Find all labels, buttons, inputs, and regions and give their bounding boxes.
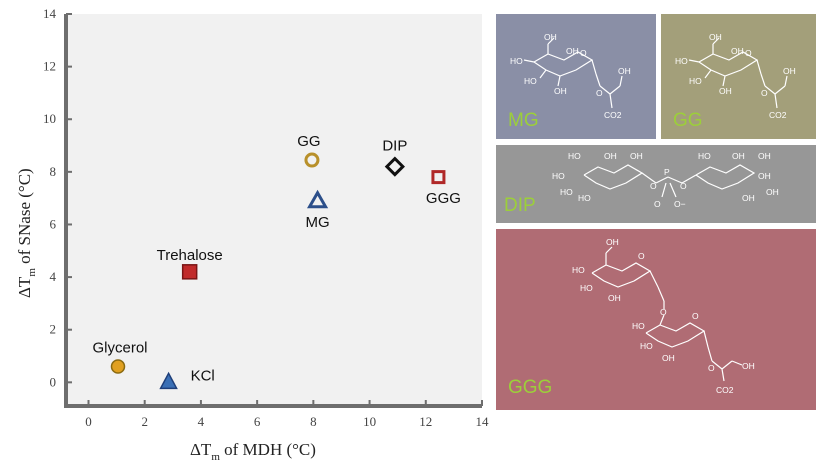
atom-label: O xyxy=(638,251,645,261)
atom-label: HO xyxy=(675,56,688,66)
atom-label: OH xyxy=(606,237,619,247)
y-tick-label: 8 xyxy=(50,164,57,179)
atom-label: OH xyxy=(742,193,755,203)
atom-label: HO xyxy=(632,321,645,331)
trehalose-marker xyxy=(181,264,198,280)
atom-label: OH xyxy=(758,171,771,181)
x-tick-label: 4 xyxy=(198,414,205,429)
kcl-marker xyxy=(159,371,178,390)
atom-label: HO xyxy=(580,283,593,293)
atom-label: HO xyxy=(552,171,565,181)
dip-panel-label: DIP xyxy=(504,195,536,216)
gg-marker xyxy=(304,152,320,168)
atom-label: CO2 xyxy=(769,110,787,120)
ggg-molecule-drawing: OH HO HO OH O O HO HO OH O O OH CO2 xyxy=(572,237,755,395)
atom-label: O xyxy=(680,181,687,191)
atom-label: O xyxy=(654,199,661,209)
atom-label: O xyxy=(761,88,768,98)
atom-label: HO xyxy=(640,341,653,351)
dip-label: DIP xyxy=(382,138,407,155)
atom-label: O xyxy=(708,363,715,373)
gg-panel-label: GG xyxy=(673,110,703,131)
y-tick-label: 10 xyxy=(43,111,56,126)
atom-label: OH xyxy=(766,187,779,197)
x-tick-label: 8 xyxy=(310,414,317,429)
atom-label: OH xyxy=(731,46,744,56)
mg-label: MG xyxy=(305,214,329,231)
atom-label: HO xyxy=(578,193,591,203)
y-axis-title: ΔTm of SNase (°C) xyxy=(15,168,38,298)
y-tick-label: 4 xyxy=(50,269,57,284)
atom-label: O xyxy=(660,307,667,317)
atom-label: O xyxy=(580,48,587,58)
mg-marker xyxy=(306,189,329,209)
atom-label: O xyxy=(650,181,657,191)
plot-area xyxy=(66,14,482,406)
trehalose-label: Trehalose xyxy=(157,247,223,264)
atom-label: OH xyxy=(732,151,745,161)
y-tick-label: 2 xyxy=(50,322,57,337)
atom-label: O− xyxy=(674,199,686,209)
y-tick-label: 12 xyxy=(43,59,56,74)
x-tick-label: 12 xyxy=(419,414,432,429)
kcl-label: KCl xyxy=(191,367,215,384)
atom-label: OH xyxy=(719,86,732,96)
atom-label: OH xyxy=(544,32,557,42)
x-tick-label: 2 xyxy=(141,414,148,429)
atom-label: HO xyxy=(698,151,711,161)
atom-label: OH xyxy=(783,66,796,76)
atom-label: HO xyxy=(524,76,537,86)
axes: 0 2 4 6 8 10 12 14 0 2 4 6 8 10 12 14 xyxy=(43,6,489,429)
atom-label: O xyxy=(596,88,603,98)
atom-label: HO xyxy=(568,151,581,161)
x-axis-title: ΔTm of MDH (°C) xyxy=(190,440,316,463)
atom-label: P xyxy=(664,167,670,177)
glycerol-marker xyxy=(110,359,126,374)
mg-molecule-drawing: OH OH HO HO OH O O OH CO2 xyxy=(510,32,631,120)
y-tick-label: 14 xyxy=(43,6,57,21)
dip-molecule-drawing: HO OH OH HO HO HO O P O O O− HO OH OH OH… xyxy=(552,151,779,209)
ggg-panel-label: GGG xyxy=(508,377,553,398)
atom-label: OH xyxy=(662,353,675,363)
ggg-label: GGG xyxy=(426,190,461,207)
atom-label: CO2 xyxy=(716,385,734,395)
glycerol-label: Glycerol xyxy=(92,340,147,357)
y-tick-label: 6 xyxy=(50,216,57,231)
atom-label: HO xyxy=(560,187,573,197)
data-marks: Glycerol KCl Trehalose GG MG DIP GGG xyxy=(92,133,461,390)
x-tick-label: 10 xyxy=(363,414,376,429)
atom-label: OH xyxy=(554,86,567,96)
atom-label: OH xyxy=(604,151,617,161)
gg-molecule-drawing: OH OH HO HO OH O O OH CO2 xyxy=(675,32,796,120)
gg-label: GG xyxy=(297,133,320,150)
atom-label: OH xyxy=(630,151,643,161)
atom-label: O xyxy=(745,48,752,58)
y-tick-label: 0 xyxy=(50,374,57,389)
atom-label: O xyxy=(692,311,699,321)
atom-label: HO xyxy=(510,56,523,66)
atom-label: OH xyxy=(709,32,722,42)
mg-panel-label: MG xyxy=(508,110,539,131)
dip-structure-panel: HO OH OH HO HO HO O P O O O− HO OH OH OH… xyxy=(496,145,816,223)
atom-label: OH xyxy=(608,293,621,303)
x-tick-label: 14 xyxy=(476,414,490,429)
atom-label: HO xyxy=(689,76,702,86)
atom-label: CO2 xyxy=(604,110,622,120)
atom-label: OH xyxy=(566,46,579,56)
atom-label: HO xyxy=(572,265,585,275)
x-tick-label: 6 xyxy=(254,414,261,429)
dip-marker xyxy=(384,156,405,177)
atom-label: OH xyxy=(758,151,771,161)
mg-structure-panel: OH OH HO HO OH O O OH CO2 MG xyxy=(496,14,656,139)
atom-label: OH xyxy=(742,361,755,371)
ggg-structure-panel: OH HO HO OH O O HO HO OH O O OH CO2 GGG xyxy=(496,229,816,410)
atom-label: OH xyxy=(618,66,631,76)
x-tick-label: 0 xyxy=(85,414,92,429)
ggg-marker xyxy=(431,170,446,185)
gg-structure-panel: OH OH HO HO OH O O OH CO2 GG xyxy=(661,14,816,139)
